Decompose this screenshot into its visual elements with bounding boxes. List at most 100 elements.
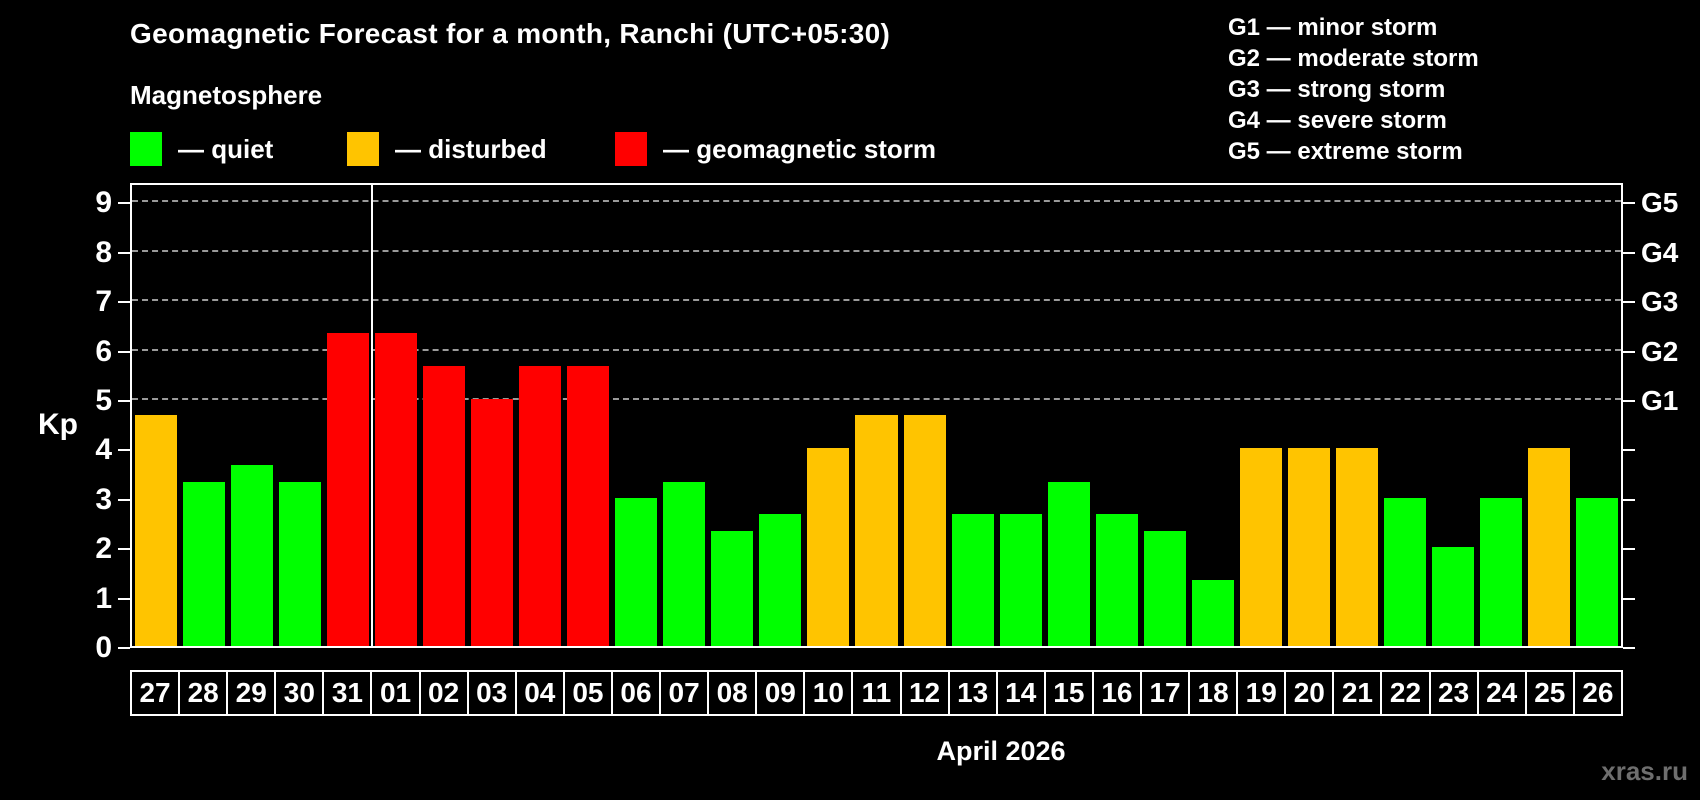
right-axis-label-G3: G3: [1641, 286, 1679, 318]
chart-title: Geomagnetic Forecast for a month, Ranchi…: [130, 18, 891, 49]
legend-item-quiet: — quiet: [130, 132, 273, 166]
bar-slot-13: [949, 185, 997, 646]
watermark: xras.ru: [1601, 756, 1688, 786]
bar-day-29: [231, 464, 274, 646]
legend-label-disturbed: — disturbed: [395, 133, 547, 164]
day-label-25: 25: [1524, 670, 1575, 716]
right-axis-label-G5: G5: [1641, 187, 1679, 219]
left-axis-tick-5: [118, 400, 130, 402]
right-axis-tick-7: [1623, 301, 1635, 304]
right-axis-label-G2: G2: [1641, 335, 1679, 367]
day-label-07: 07: [659, 670, 710, 716]
bar-slot-17: [1141, 185, 1189, 646]
bar-slot-11: [852, 185, 900, 646]
bar-day-09: [759, 514, 802, 646]
bar-slot-14: [997, 185, 1045, 646]
bar-slot-28: [180, 185, 228, 646]
day-labels-row: 27 28 29 30 31 01 02 03 04 05 06 07 08 09 10 11 12 13 14 15…: [130, 670, 1623, 716]
y-tick-label-5: 5: [95, 384, 112, 417]
right-axis-label-G1: G1: [1641, 385, 1679, 416]
right-axis-tick-0: [1623, 647, 1635, 649]
y-tick-label-4: 4: [95, 433, 112, 467]
day-label-17: 17: [1139, 670, 1191, 716]
bar-day-21: [1335, 448, 1378, 646]
left-axis-tick-0: [118, 647, 130, 649]
bar-day-22: [1383, 497, 1426, 646]
bar-slot-10: [804, 185, 852, 646]
left-axis-tick-7: [118, 301, 130, 304]
day-label-24: 24: [1476, 670, 1527, 716]
bar-slot-08: [708, 185, 756, 646]
day-label-05: 05: [562, 670, 613, 716]
right-axis-tick-1: [1623, 597, 1635, 600]
chart-subtitle: Magnetosphere: [130, 80, 323, 110]
right-axis-tick-2: [1623, 548, 1635, 551]
bar-day-03: [471, 399, 514, 646]
bar-day-07: [663, 481, 706, 646]
bar-day-15: [1047, 481, 1090, 646]
right-axis-tick-6: [1623, 350, 1635, 353]
storm-color-swatch: [615, 132, 647, 166]
bar-slot-07: [660, 185, 708, 646]
day-label-10: 10: [803, 670, 854, 716]
legend-item-disturbed: — disturbed: [347, 132, 547, 166]
gridline-kp-7: [132, 299, 1621, 302]
y-tick-label-1: 1: [95, 581, 112, 615]
bar-day-06: [615, 497, 658, 646]
day-label-01: 01: [370, 670, 421, 716]
bar-slot-18: [1189, 185, 1237, 646]
bars-container: [132, 185, 1621, 646]
left-axis-tick-1: [118, 597, 130, 600]
day-label-16: 16: [1091, 670, 1142, 716]
disturbed-color-swatch: [347, 132, 379, 166]
bar-day-08: [711, 530, 754, 646]
bar-day-17: [1143, 530, 1186, 646]
day-label-14: 14: [995, 670, 1046, 716]
day-label-29: 29: [226, 670, 277, 716]
day-label-11: 11: [851, 670, 902, 716]
legend-label-quiet: — quiet: [178, 133, 274, 164]
bar-slot-12: [901, 185, 949, 646]
gridline-kp-9: [132, 200, 1621, 203]
right-axis-label-G4: G4: [1641, 236, 1679, 268]
left-axis-tick-2: [118, 548, 130, 551]
y-tick-label-9: 9: [95, 186, 112, 220]
bar-day-19: [1239, 448, 1282, 646]
bar-slot-03: [468, 185, 516, 646]
bar-day-28: [183, 481, 226, 646]
bar-day-20: [1287, 448, 1330, 646]
gridline-kp-8: [132, 249, 1621, 252]
left-axis-tick-6: [118, 350, 130, 353]
bar-slot-26: [1573, 185, 1621, 646]
bar-day-02: [423, 365, 466, 646]
y-tick-label-6: 6: [95, 334, 112, 368]
right-axis-tick-5: [1623, 400, 1635, 402]
bar-slot-04: [516, 185, 564, 646]
bar-day-25: [1527, 448, 1570, 646]
bar-slot-01: [372, 185, 420, 646]
bar-slot-29: [228, 185, 276, 646]
g-legend-line: G3 — strong storm: [1228, 76, 1446, 103]
y-axis-title: Kp: [38, 408, 78, 441]
bar-slot-19: [1237, 185, 1285, 646]
bar-slot-24: [1477, 185, 1525, 646]
bar-slot-09: [756, 185, 804, 646]
day-label-18: 18: [1188, 670, 1239, 716]
day-label-06: 06: [610, 670, 662, 716]
g-legend-line: G1 — minor storm: [1228, 14, 1438, 41]
bar-day-30: [279, 481, 322, 646]
day-label-03: 03: [466, 670, 517, 716]
bar-day-27: [135, 415, 178, 646]
bar-slot-21: [1333, 185, 1381, 646]
bar-slot-15: [1045, 185, 1093, 646]
y-tick-label-0: 0: [95, 631, 112, 664]
bar-day-31: [327, 333, 370, 646]
g-scale-legend: G1 — minor storm G2 — moderate storm G3 — …: [1228, 12, 1479, 167]
quiet-color-swatch: [130, 132, 162, 166]
day-label-09: 09: [755, 670, 806, 716]
bar-slot-06: [612, 185, 660, 646]
bar-slot-16: [1093, 185, 1141, 646]
day-label-22: 22: [1380, 670, 1431, 716]
